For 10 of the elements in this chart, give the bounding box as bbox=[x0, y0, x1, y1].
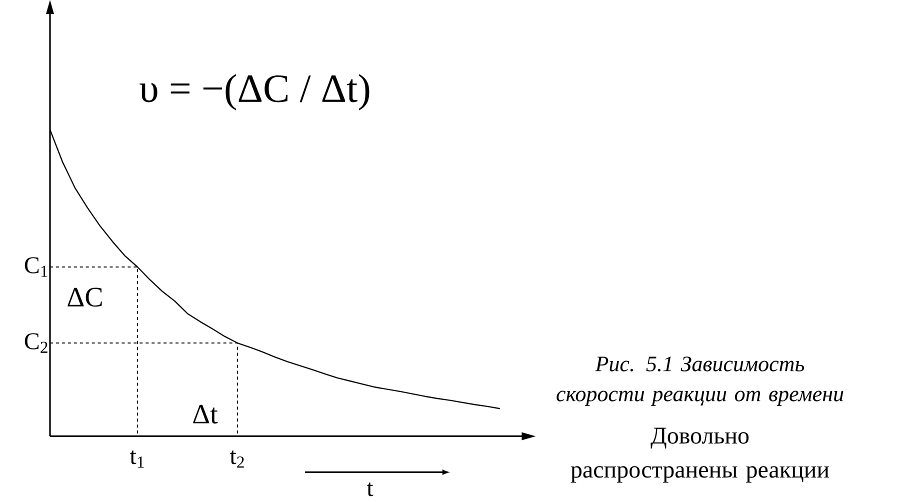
text: Рис. 5.1 Зависимость скорости реакции от времени bbox=[556, 356, 844, 406]
x-axis-title: t bbox=[366, 482, 374, 496]
ref-line-label: C$_{1}$ bbox=[24, 257, 48, 277]
x-tick-label: t$_{1}$ bbox=[130, 450, 144, 468]
annotation: Δt bbox=[193, 404, 218, 424]
text: υ = −(ΔC / Δt) bbox=[140, 74, 370, 110]
annotation: ΔC bbox=[68, 288, 102, 307]
ref-line-label: C$_{2}$ bbox=[24, 333, 48, 353]
text: Довольно распространены реакции bbox=[570, 428, 829, 483]
x-tick-label: t$_{2}$ bbox=[230, 450, 244, 468]
